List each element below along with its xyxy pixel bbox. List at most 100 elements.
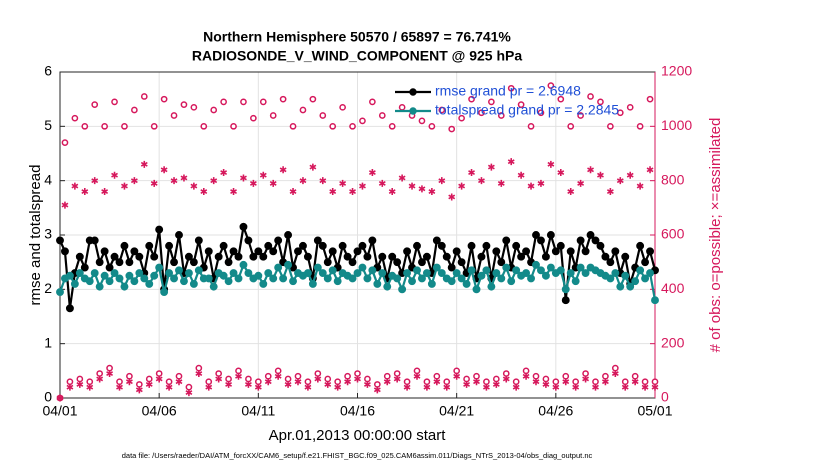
data-point (522, 269, 531, 277)
data-point (502, 263, 511, 272)
data-point (56, 394, 64, 402)
data-point (641, 274, 650, 283)
data-point (626, 103, 634, 111)
data-point (567, 188, 575, 196)
data-point (422, 269, 431, 277)
data-point (527, 182, 535, 190)
data-point (229, 247, 238, 256)
series-group (56, 260, 659, 305)
data-point (557, 95, 565, 103)
data-point (358, 263, 367, 272)
data-point (626, 171, 634, 179)
data-point (184, 269, 193, 277)
data-point (482, 383, 490, 391)
data-point (235, 372, 242, 380)
data-point (101, 122, 108, 130)
data-point (611, 364, 619, 372)
data-point (234, 274, 243, 283)
y-tick-label: 2 (44, 280, 52, 296)
data-point (254, 378, 262, 386)
data-point (348, 258, 357, 267)
data-point (184, 252, 193, 261)
data-point (403, 247, 412, 256)
data-point (388, 252, 397, 261)
data-point (651, 378, 659, 386)
data-point (303, 269, 312, 277)
data-point (333, 277, 342, 286)
data-point (131, 106, 138, 114)
data-point (245, 375, 252, 383)
data-point (423, 378, 431, 386)
data-point (636, 266, 645, 275)
data-point (448, 125, 456, 133)
data-point (215, 375, 223, 383)
data-point (468, 169, 475, 177)
data-point (220, 169, 228, 177)
data-point (190, 182, 198, 190)
data-point (492, 269, 501, 277)
data-point (95, 282, 104, 291)
data-point (556, 266, 565, 275)
data-point (537, 236, 545, 245)
data-point (497, 179, 505, 187)
data-point (482, 241, 491, 250)
data-point (75, 252, 84, 261)
data-point (572, 383, 580, 391)
data-point (86, 378, 94, 386)
data-point (527, 274, 535, 283)
data-point (235, 367, 242, 375)
y2-tick-label: 1200 (661, 63, 692, 79)
data-point (328, 266, 337, 275)
x-tick-label: 04/01 (42, 403, 77, 419)
data-point (408, 182, 416, 190)
data-point (532, 372, 540, 380)
data-point (463, 380, 471, 388)
data-point (611, 370, 619, 378)
data-point (71, 182, 79, 190)
data-point (344, 378, 352, 386)
data-point (264, 372, 272, 380)
data-point (561, 285, 570, 294)
data-point (364, 375, 371, 383)
data-point (209, 282, 218, 291)
data-point (314, 375, 322, 383)
data-point (403, 269, 412, 277)
data-point (383, 372, 391, 380)
data-point (512, 378, 520, 386)
x-tick-label: 04/21 (439, 403, 474, 419)
data-point (140, 160, 148, 168)
data-point (96, 370, 104, 377)
data-point (269, 179, 277, 187)
data-point (551, 247, 560, 256)
data-point (101, 188, 109, 196)
data-point (541, 271, 550, 280)
data-point (418, 258, 426, 267)
data-point (616, 109, 624, 117)
data-point (165, 383, 173, 391)
data-point (576, 263, 585, 272)
data-point (606, 258, 615, 267)
data-point (86, 383, 94, 391)
data-point (80, 263, 89, 272)
series-group (56, 158, 659, 402)
data-point (121, 182, 128, 190)
data-point (641, 378, 649, 386)
data-point (225, 375, 232, 383)
data-point (269, 112, 277, 119)
data-point (160, 166, 168, 174)
data-point (259, 252, 268, 261)
data-point (289, 188, 297, 196)
x-tick-label: 04/06 (142, 403, 177, 419)
data-point (547, 82, 555, 89)
data-point (452, 247, 461, 256)
data-point (592, 383, 599, 391)
data-point (458, 114, 465, 122)
data-point (546, 263, 555, 272)
y2-tick-label: 400 (661, 280, 685, 296)
data-point (497, 258, 506, 267)
data-point (497, 112, 505, 119)
data-point (517, 252, 526, 261)
data-point (602, 372, 609, 380)
